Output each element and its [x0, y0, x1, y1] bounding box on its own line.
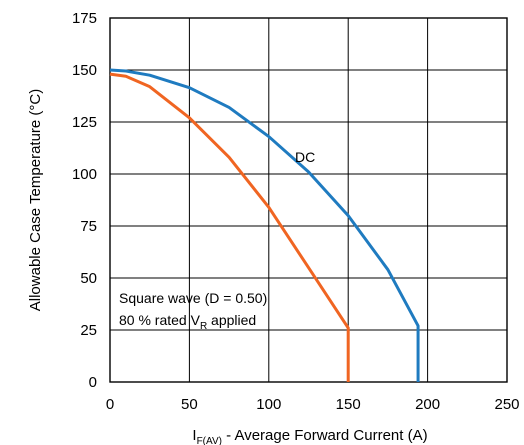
x-axis-title-main: I [192, 427, 196, 444]
x-tick-label: 200 [415, 396, 440, 413]
x-tick-label: 50 [181, 396, 198, 413]
square-wave-label: Square wave (D = 0.50) [119, 290, 267, 306]
series-layer [109, 68, 420, 382]
series-line-square-wave [109, 72, 350, 382]
y-tick-label: 150 [72, 62, 97, 79]
rated-vr-text: 80 % rated V [119, 312, 201, 328]
x-axis-title-rest: - Average Forward Current (A) [222, 427, 428, 444]
x-axis-title-sub: F(AV) [197, 436, 222, 445]
rated-vr-sub: R [200, 321, 207, 332]
y-tick-label: 25 [80, 322, 97, 339]
dc-label: DC [295, 149, 315, 165]
y-tick-label: 125 [72, 114, 97, 131]
y-tick-label: 75 [80, 218, 97, 235]
rated-vr-label: 80 % rated VR applied [119, 312, 256, 332]
grid [110, 18, 507, 382]
y-axis-title: Allowable Case Temperature (°C) [27, 89, 44, 311]
y-tick-label: 100 [72, 166, 97, 183]
x-tick-label: 0 [106, 396, 114, 413]
x-tick-label: 100 [256, 396, 281, 413]
tick-labels: 0 50 100 150 200 250 0 25 50 75 100 125 150 175 [72, 10, 520, 413]
x-tick-label: 250 [494, 396, 519, 413]
x-axis-title: IF(AV) - Average Forward Current (A) [192, 427, 427, 445]
series-line-dc [109, 68, 420, 382]
y-tick-label: 0 [89, 374, 97, 391]
y-tick-label: 50 [80, 270, 97, 287]
plot-frame [109, 17, 508, 383]
rated-vr-tail: applied [207, 312, 256, 328]
x-tick-label: 150 [336, 396, 361, 413]
y-tick-label: 175 [72, 10, 97, 27]
